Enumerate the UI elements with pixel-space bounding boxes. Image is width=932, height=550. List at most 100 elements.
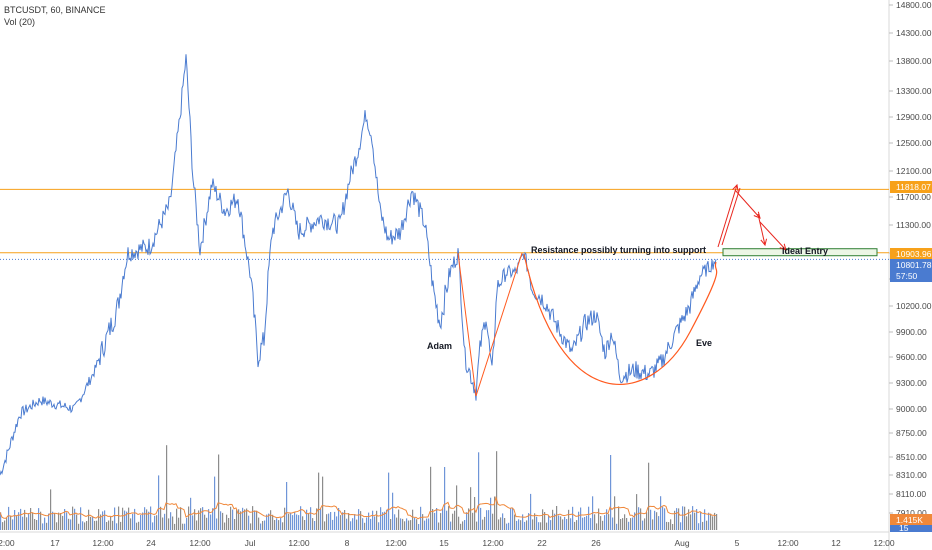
volume-bar (290, 513, 292, 530)
time-tick-label: 12:00 (288, 538, 310, 548)
volume-bar (250, 523, 252, 530)
projection-arrow[interactable] (759, 221, 786, 250)
volume-bar (446, 510, 448, 530)
volume-bar (344, 510, 346, 530)
volume-bar (572, 506, 574, 530)
volume-bar (692, 506, 694, 530)
eve-pattern-curve[interactable] (523, 254, 718, 385)
projection-arrow[interactable] (717, 185, 737, 248)
volume-bar (418, 524, 420, 530)
price-tick-label: 8510.00 (896, 452, 927, 462)
price-line[interactable] (0, 54, 717, 476)
volume-bar (444, 467, 446, 530)
price-tick-label: 9000.00 (896, 404, 927, 414)
time-axis[interactable]: 12:00 17 12:00 24 12:00 Jul 12:00 8 12:00 15 12:00… (0, 538, 895, 548)
volume-bar (688, 509, 690, 530)
projection-arrow[interactable] (757, 213, 765, 245)
volume-bar (30, 508, 32, 530)
volume-bar (264, 520, 266, 530)
volume-bar (332, 519, 334, 530)
volume-bar (28, 513, 30, 530)
volume-bar (552, 509, 554, 530)
volume-bar (490, 497, 492, 530)
volume-bar (590, 518, 592, 530)
volume-bar (698, 523, 700, 530)
volume-bar (202, 507, 204, 530)
volume-bar (390, 519, 392, 530)
volume-bar (268, 513, 270, 530)
volume-bar (704, 509, 706, 530)
volume-bar (644, 518, 646, 530)
volume-bar (578, 511, 580, 530)
volume-bar (108, 520, 110, 530)
ideal-entry-box[interactable] (722, 248, 878, 257)
volume-bar (702, 521, 704, 530)
volume-bar (424, 520, 426, 530)
volume-bar (486, 510, 488, 530)
volume-bar (272, 514, 274, 530)
volume-bar (120, 521, 122, 530)
volume-bar (188, 506, 190, 530)
volume-bar (280, 517, 282, 530)
volume-bar (510, 508, 512, 530)
volume-bar (650, 509, 652, 530)
volume-bar (564, 516, 566, 530)
volume-bar (586, 515, 588, 530)
volume-bar (608, 514, 610, 530)
volume-bar (470, 487, 472, 530)
volume-bar (524, 521, 526, 530)
price-tick-label: 11300.00 (896, 220, 931, 230)
annotation-eve[interactable]: Eve (696, 338, 712, 348)
annotation-adam[interactable]: Adam (427, 341, 452, 351)
projection-arrow[interactable] (721, 187, 741, 246)
volume-bar (126, 511, 128, 530)
volume-bar (386, 509, 388, 530)
volume-bar (26, 517, 28, 530)
annotation-resistance[interactable]: Resistance possibly turning into support (531, 245, 706, 255)
volume-bar (20, 508, 22, 530)
volume-bar (588, 506, 590, 530)
volume-bar (604, 515, 606, 530)
volume-bar (210, 514, 212, 530)
projection-arrows[interactable] (717, 185, 786, 250)
volume-bar (664, 508, 666, 530)
volume-bar (292, 515, 294, 530)
volume-bar (320, 508, 322, 530)
volume-bar (46, 522, 48, 530)
volume-bar (16, 516, 18, 530)
volume-bar (712, 516, 714, 530)
volume-bar (302, 516, 304, 530)
volume-indicator-title[interactable]: Vol (20) (4, 17, 36, 27)
volume-bar (686, 516, 688, 530)
volume-bar (192, 515, 194, 530)
volume-bar (196, 520, 198, 530)
volume-bar (558, 515, 560, 530)
volume-bar (616, 523, 618, 530)
volume-bar (634, 512, 636, 530)
projection-arrow[interactable] (734, 189, 760, 218)
volume-bar (528, 513, 530, 530)
volume-bar (144, 507, 146, 530)
volume-bar (596, 523, 598, 530)
volume-bar (138, 521, 140, 530)
volume-bar (396, 517, 398, 530)
volume-bar (544, 512, 546, 530)
annotation-ideal-entry[interactable]: Ideal Entry (782, 246, 828, 256)
volume-bar (300, 506, 302, 530)
volume-bar (576, 520, 578, 530)
volume-bar (488, 510, 490, 530)
volume-bar (162, 517, 164, 530)
volume-bar (716, 514, 718, 530)
adam-pattern-lines[interactable] (457, 252, 523, 397)
time-tick-label: 15 (439, 538, 449, 548)
volume-bar (368, 512, 370, 530)
volume-bar (512, 507, 514, 530)
symbol-title[interactable]: BTCUSDT, 60, BINANCE (4, 5, 106, 15)
volume-ma-line (0, 495, 717, 520)
volume-bar (342, 512, 344, 530)
volume-bar (442, 508, 444, 530)
volume-bar (676, 508, 678, 530)
volume-bar (106, 522, 108, 530)
volume-bar (566, 519, 568, 530)
